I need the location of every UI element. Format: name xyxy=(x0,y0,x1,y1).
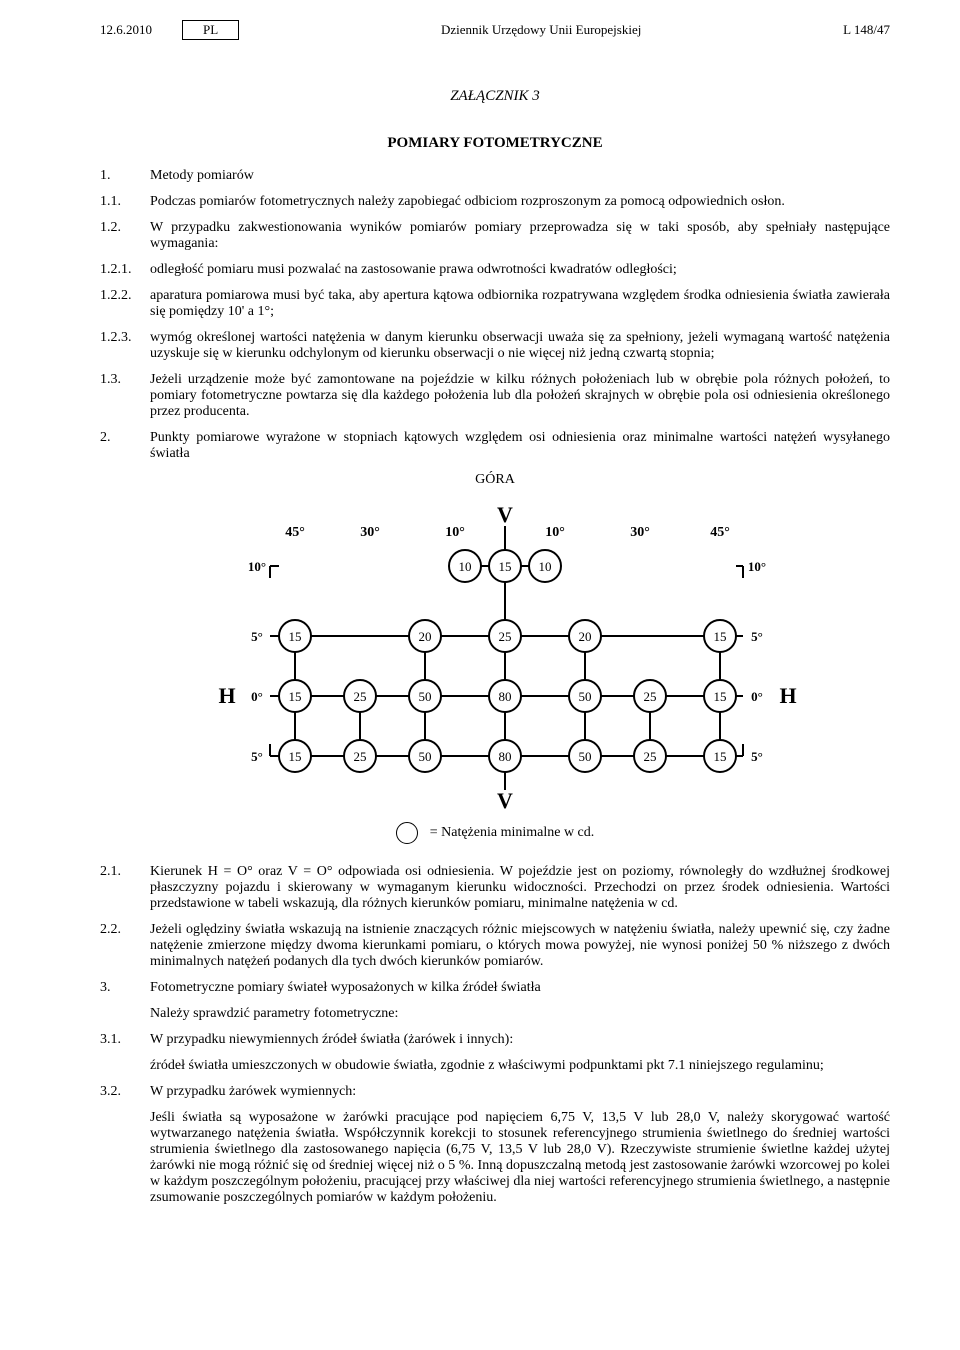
num-123: 1.2.3. xyxy=(100,330,150,362)
svg-text:V: V xyxy=(497,788,513,813)
txt-123: wymóg określonej wartości natężenia w da… xyxy=(150,330,890,362)
gora-label: GÓRA xyxy=(100,472,890,488)
svg-text:0°: 0° xyxy=(751,689,763,704)
caption-text: = Natężenia minimalne w cd. xyxy=(430,825,595,841)
svg-text:50: 50 xyxy=(579,749,592,764)
num-11: 1.1. xyxy=(100,194,150,210)
svg-text:V: V xyxy=(497,502,513,527)
txt-32: W przypadku żarówek wymiennych: xyxy=(150,1084,890,1100)
svg-text:20: 20 xyxy=(579,629,592,644)
svg-text:H: H xyxy=(218,683,235,708)
num-22: 2.2. xyxy=(100,922,150,970)
lang-box: PL xyxy=(182,20,239,40)
svg-text:0°: 0° xyxy=(251,689,263,704)
svg-text:5°: 5° xyxy=(751,749,763,764)
section-title: POMIARY FOTOMETRYCZNE xyxy=(100,135,890,152)
txt-12: W przypadku zakwestionowania wyników pom… xyxy=(150,220,890,252)
num-13: 1.3. xyxy=(100,372,150,420)
txt-13: Jeżeli urządzenie może być zamontowane n… xyxy=(150,372,890,420)
svg-text:45°: 45° xyxy=(710,525,730,540)
svg-text:80: 80 xyxy=(499,749,512,764)
txt-31: W przypadku niewymiennych źródeł światła… xyxy=(150,1032,890,1048)
txt-2: Punkty pomiarowe wyrażone w stopniach ką… xyxy=(150,430,890,462)
diagram-caption: = Natężenia minimalne w cd. xyxy=(100,822,890,844)
svg-text:80: 80 xyxy=(499,689,512,704)
txt-22: Jeżeli oględziny światła wskazują na ist… xyxy=(150,922,890,970)
num-1: 1. xyxy=(100,168,150,184)
num-2: 2. xyxy=(100,430,150,462)
svg-text:25: 25 xyxy=(499,629,512,644)
num-32: 3.2. xyxy=(100,1084,150,1100)
svg-text:15: 15 xyxy=(499,559,512,574)
svg-text:25: 25 xyxy=(644,749,657,764)
page-header: 12.6.2010 PL Dziennik Urzędowy Unii Euro… xyxy=(100,20,890,40)
txt-122: aparatura pomiarowa musi być taka, aby a… xyxy=(150,288,890,320)
annex-label: ZAŁĄCZNIK 3 xyxy=(100,88,890,105)
diagram: 45° 30° 10° 10° 30° 45° V V H H 10° 10° 5° 5° 0° 0° 5° 5°… xyxy=(100,496,890,816)
txt-121: odległość pomiaru musi pozwalać na zasto… xyxy=(150,262,890,278)
page-ref: L 148/47 xyxy=(843,22,890,38)
svg-text:5°: 5° xyxy=(751,629,763,644)
num-12: 1.2. xyxy=(100,220,150,252)
svg-text:15: 15 xyxy=(714,629,727,644)
svg-text:25: 25 xyxy=(644,689,657,704)
svg-text:15: 15 xyxy=(289,629,302,644)
svg-text:20: 20 xyxy=(419,629,432,644)
svg-text:15: 15 xyxy=(289,749,302,764)
svg-text:10°: 10° xyxy=(748,559,766,574)
svg-text:45°: 45° xyxy=(285,525,305,540)
num-122: 1.2.2. xyxy=(100,288,150,320)
svg-text:25: 25 xyxy=(354,749,367,764)
svg-text:10°: 10° xyxy=(445,525,465,540)
svg-text:50: 50 xyxy=(579,689,592,704)
txt-32b: Jeśli światła są wyposażone w żarówki pr… xyxy=(150,1110,890,1206)
svg-text:15: 15 xyxy=(714,689,727,704)
circle-icon xyxy=(396,822,418,844)
svg-text:50: 50 xyxy=(419,749,432,764)
num-3: 3. xyxy=(100,980,150,996)
svg-text:10°: 10° xyxy=(545,525,565,540)
journal-title: Dziennik Urzędowy Unii Europejskiej xyxy=(441,22,641,38)
svg-text:5°: 5° xyxy=(251,629,263,644)
svg-text:5°: 5° xyxy=(251,749,263,764)
svg-text:H: H xyxy=(779,683,796,708)
svg-text:30°: 30° xyxy=(360,525,380,540)
txt-31b: źródeł światła umieszczonych w obudowie … xyxy=(150,1058,890,1074)
txt-3b: Należy sprawdzić parametry fotometryczne… xyxy=(150,1006,890,1022)
header-date: 12.6.2010 xyxy=(100,22,152,38)
svg-text:10: 10 xyxy=(539,559,552,574)
txt-1: Metody pomiarów xyxy=(150,168,890,184)
svg-text:15: 15 xyxy=(714,749,727,764)
txt-21: Kierunek H = O° oraz V = O° odpowiada os… xyxy=(150,864,890,912)
svg-text:25: 25 xyxy=(354,689,367,704)
svg-text:15: 15 xyxy=(289,689,302,704)
svg-text:10: 10 xyxy=(459,559,472,574)
num-21: 2.1. xyxy=(100,864,150,912)
svg-text:50: 50 xyxy=(419,689,432,704)
txt-11: Podczas pomiarów fotometrycznych należy … xyxy=(150,194,890,210)
svg-text:10°: 10° xyxy=(248,559,266,574)
txt-3: Fotometryczne pomiary świateł wyposażony… xyxy=(150,980,890,996)
num-31: 3.1. xyxy=(100,1032,150,1048)
svg-text:30°: 30° xyxy=(630,525,650,540)
num-121: 1.2.1. xyxy=(100,262,150,278)
